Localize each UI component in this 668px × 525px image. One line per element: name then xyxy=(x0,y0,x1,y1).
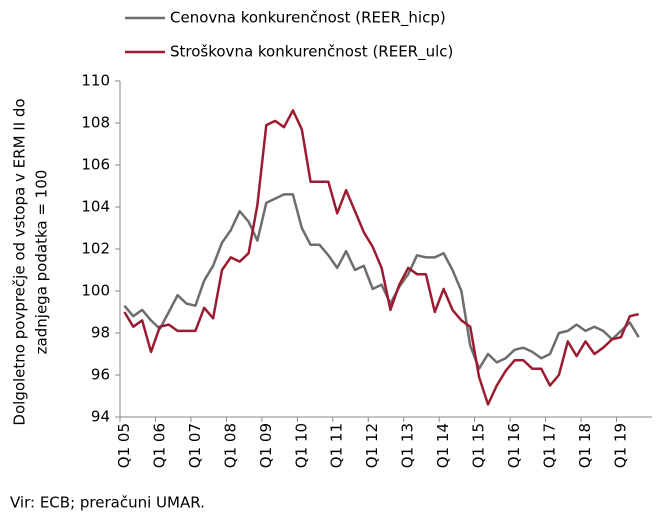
x-tick-label: Q1 10 xyxy=(292,423,310,468)
y-tick-label: 100 xyxy=(81,282,110,300)
x-tick-label: Q1 13 xyxy=(399,423,417,468)
y-tick-label: 94 xyxy=(91,408,110,426)
series-line xyxy=(123,193,640,370)
x-tick-label: Q1 06 xyxy=(150,423,168,468)
x-tick-label: Q1 05 xyxy=(115,423,133,468)
x-tick-label: Q1 18 xyxy=(576,423,594,468)
y-axis-title: Dolgoletno povprečje od vstopa v ERM II … xyxy=(11,98,29,425)
y-tick-label: 110 xyxy=(81,72,110,90)
y-tick-label: 106 xyxy=(81,156,110,174)
y-tick-label: 96 xyxy=(91,366,110,384)
x-tick-label: Q1 14 xyxy=(434,423,452,468)
y-tick-label: 108 xyxy=(81,114,110,132)
y-tick-label: 102 xyxy=(81,240,110,258)
x-tick-label: Q1 17 xyxy=(541,423,559,468)
x-tick-label: Q1 12 xyxy=(363,423,381,468)
x-tick-label: Q1 19 xyxy=(611,423,629,468)
series-line xyxy=(123,109,639,406)
x-tick-label: Q1 15 xyxy=(470,423,488,468)
legend-label: Cenovna konkurenčnost (REER_hicp) xyxy=(170,9,446,28)
x-tick-label: Q1 09 xyxy=(257,423,275,468)
legend-label: Stroškovna konkurenčnost (REER_ulc) xyxy=(170,43,453,62)
y-tick-label: 98 xyxy=(91,324,110,342)
x-tick-label: Q1 07 xyxy=(186,423,204,468)
y-axis-title: zadnjega podatka = 100 xyxy=(33,170,51,355)
source-note: Vir: ECB; preračuni UMAR. xyxy=(10,494,205,512)
x-tick-label: Q1 11 xyxy=(328,423,346,468)
y-tick-label: 104 xyxy=(81,198,110,216)
x-tick-label: Q1 08 xyxy=(221,423,239,468)
x-tick-label: Q1 16 xyxy=(505,423,523,468)
